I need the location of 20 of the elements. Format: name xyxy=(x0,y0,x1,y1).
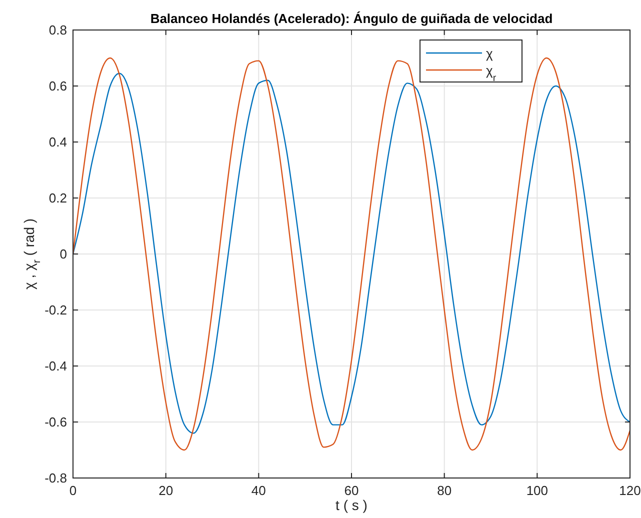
x-tick-label: 80 xyxy=(437,483,452,498)
x-tick-label: 40 xyxy=(251,483,266,498)
y-tick-label: 0.8 xyxy=(48,22,67,38)
legend-label: χ xyxy=(486,46,493,61)
y-tick-label: 0 xyxy=(60,246,67,262)
x-tick-label: 0 xyxy=(69,483,77,498)
x-axis-title: t ( s ) xyxy=(336,497,368,513)
y-tick-label: 0.2 xyxy=(48,190,67,206)
y-tick-label: -0.2 xyxy=(44,302,67,318)
x-tick-label: 120 xyxy=(619,483,641,498)
x-tick-label: 20 xyxy=(158,483,174,498)
y-tick-label: 0.4 xyxy=(48,134,67,150)
x-tick-label: 60 xyxy=(344,483,359,498)
y-tick-label: -0.6 xyxy=(44,414,67,430)
chart-title: Balanceo Holandés (Acelerado): Ángulo de guiñada de velocidad xyxy=(150,11,553,26)
y-tick-label: -0.4 xyxy=(44,358,67,374)
x-tick-label: 100 xyxy=(526,483,548,498)
y-tick-label: -0.8 xyxy=(44,470,67,486)
y-tick-label: 0.6 xyxy=(48,78,67,94)
legend-label: χ$_{r}$ xyxy=(486,63,497,84)
